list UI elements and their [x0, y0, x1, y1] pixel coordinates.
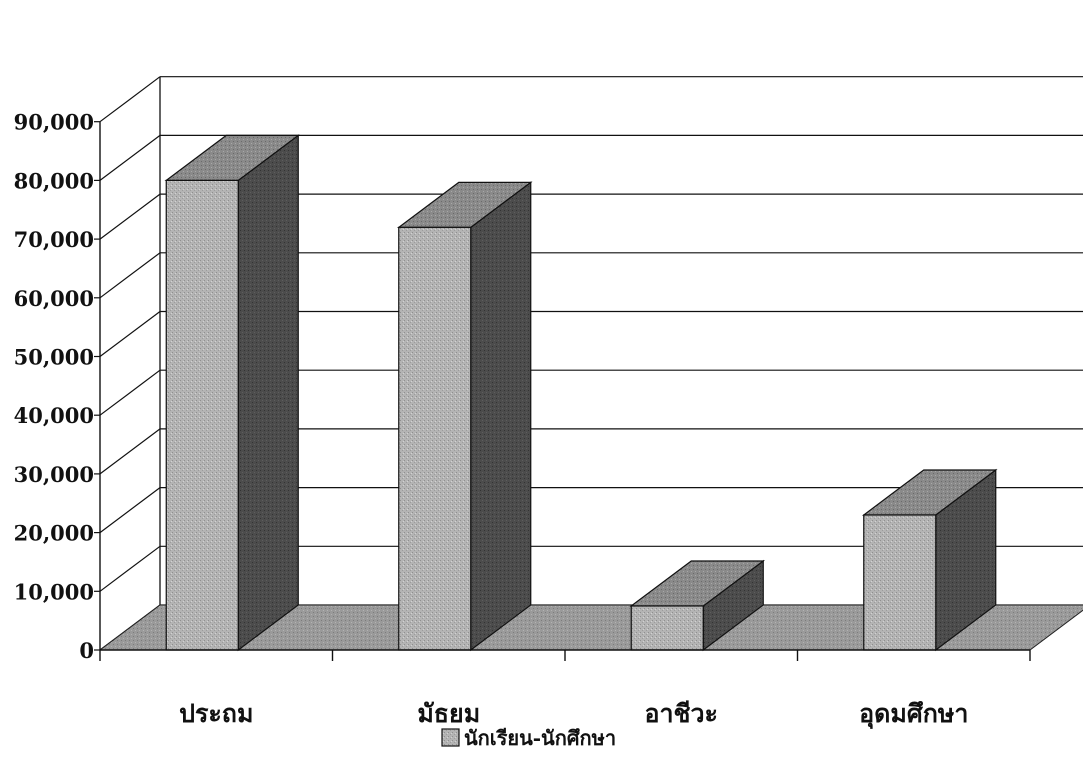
gridline-side — [99, 252, 161, 299]
bar-side — [470, 181, 532, 652]
gridline-side — [99, 193, 161, 240]
bar-side — [237, 134, 299, 652]
x-tick-label: มัธยม — [417, 699, 480, 728]
y-tick-label: 10,000 — [14, 579, 94, 604]
y-tick-label: 50,000 — [14, 345, 94, 370]
gridline-side — [99, 134, 161, 181]
legend: นักเรียน-นักศึกษา — [441, 726, 616, 750]
x-tick-label: ประถม — [179, 699, 253, 728]
y-tick-label: 40,000 — [14, 403, 94, 428]
x-tick-label: อาชีวะ — [645, 699, 719, 728]
gridline-side — [99, 76, 161, 123]
x-axis-tick-labels: ประถม มัธยม อาชีวะ อุดมศึกษา — [179, 699, 968, 730]
bar-front — [398, 226, 472, 651]
bars — [164, 134, 998, 652]
axes — [94, 121, 1031, 661]
legend-label: นักเรียน-นักศึกษา — [464, 726, 616, 750]
y-tick-label: 20,000 — [14, 521, 94, 546]
gridline-side — [99, 369, 161, 416]
gridline-side — [99, 487, 161, 534]
bar-1 — [164, 134, 301, 652]
x-tick-label: อุดมศึกษา — [859, 699, 968, 730]
bar-3 — [629, 559, 766, 652]
gridlines — [99, 76, 1083, 651]
gridline-side — [99, 545, 161, 592]
bar-front — [630, 605, 704, 651]
legend-swatch — [441, 728, 460, 747]
y-tick-label: 80,000 — [14, 168, 94, 193]
y-tick-label: 90,000 — [14, 110, 94, 135]
gridline-side — [99, 428, 161, 475]
gridline-side — [99, 311, 161, 357]
y-tick-label: 60,000 — [14, 286, 94, 311]
y-axis-tick-labels: 0 10,000 20,000 30,000 40,000 50,000 60,000 70,… — [14, 110, 94, 663]
bar-2 — [396, 181, 533, 652]
y-tick-label: 0 — [79, 638, 94, 663]
y-tick-label: 30,000 — [14, 462, 94, 487]
bar-4 — [861, 468, 998, 652]
y-tick-label: 70,000 — [14, 227, 94, 252]
bar-front — [863, 514, 937, 651]
bar-front — [165, 179, 239, 651]
